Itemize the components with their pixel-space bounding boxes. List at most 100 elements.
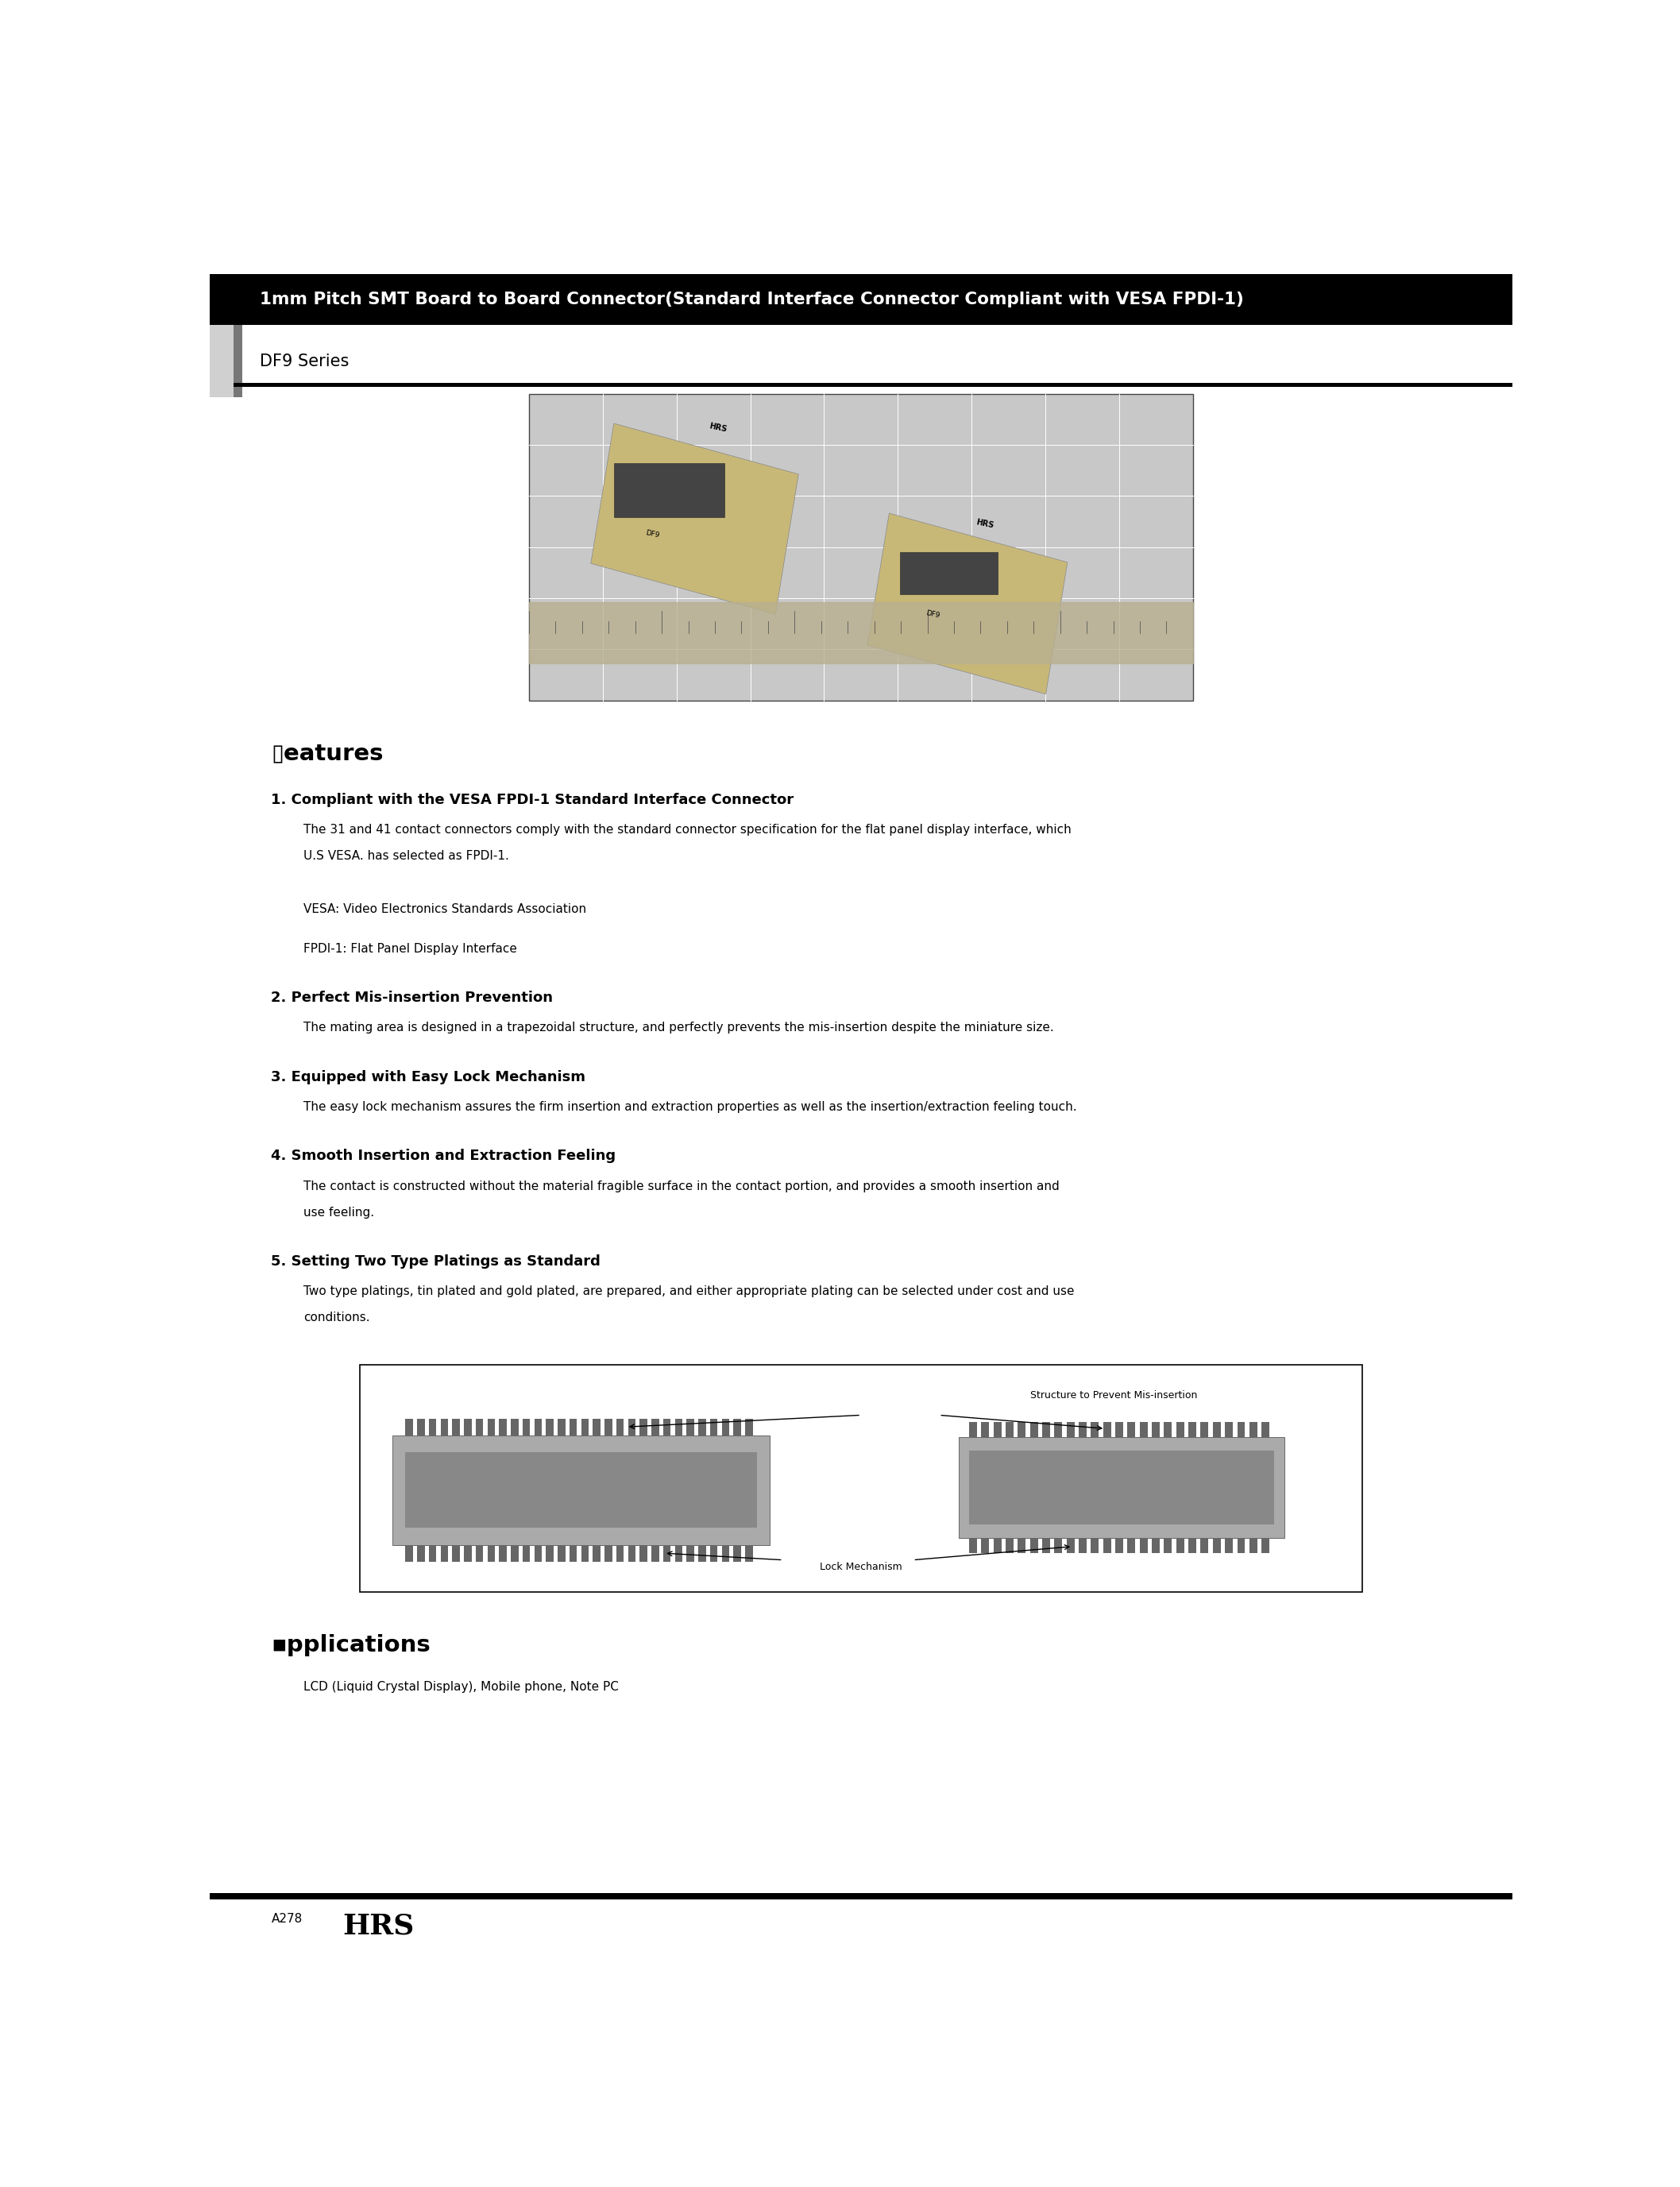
Text: The contact is constructed without the material fragible surface in the contact : The contact is constructed without the m… [304, 1181, 1060, 1192]
Text: Structure to Prevent Mis-insertion: Structure to Prevent Mis-insertion [1030, 1391, 1198, 1400]
Bar [1152, 1537, 1159, 1553]
Bar [440, 1544, 449, 1562]
Bar [210, 273, 1512, 324]
Bar [417, 1419, 425, 1435]
Text: The mating area is designed in a trapezoidal structure, and perfectly prevents t: The mating area is designed in a trapezo… [304, 1021, 1053, 1034]
Bar [210, 273, 242, 398]
Bar [1116, 1537, 1124, 1553]
Bar [464, 1419, 472, 1435]
Bar [1018, 1537, 1026, 1553]
Bar [522, 1419, 531, 1435]
Bar [593, 1544, 600, 1562]
Text: 1. Compliant with the VESA FPDI-1 Standard Interface Connector: 1. Compliant with the VESA FPDI-1 Standa… [270, 794, 795, 807]
Text: ▪pplications: ▪pplications [270, 1634, 430, 1656]
Bar [605, 1544, 612, 1562]
Bar [1104, 1537, 1110, 1553]
Bar [1152, 1422, 1159, 1437]
Bar [1030, 1422, 1038, 1437]
Bar [452, 1419, 460, 1435]
Text: LCD (Liquid Crystal Display), Mobile phone, Note PC: LCD (Liquid Crystal Display), Mobile pho… [304, 1682, 618, 1693]
Bar [534, 1544, 543, 1562]
Bar [210, 324, 234, 398]
Bar [640, 1419, 647, 1435]
Bar [722, 1544, 729, 1562]
Text: conditions.: conditions. [304, 1312, 370, 1323]
Text: DF9 Series: DF9 Series [259, 354, 349, 370]
Bar [1116, 1422, 1124, 1437]
Bar [746, 1544, 753, 1562]
Bar [487, 1419, 496, 1435]
Bar [1127, 1537, 1136, 1553]
Text: 2. Perfect Mis-insertion Prevention: 2. Perfect Mis-insertion Prevention [270, 991, 553, 1006]
Bar [664, 1544, 670, 1562]
Bar [1067, 1537, 1075, 1553]
Bar [511, 1544, 519, 1562]
Text: DF9: DF9 [645, 529, 660, 538]
Bar [617, 1419, 623, 1435]
Bar [511, 1419, 519, 1435]
Bar [687, 1544, 694, 1562]
Bar [591, 424, 798, 615]
Bar [613, 464, 724, 516]
Text: Lock Mechanism: Lock Mechanism [820, 1562, 902, 1572]
Bar [558, 1544, 564, 1562]
Bar [1262, 1422, 1270, 1437]
Bar [1225, 1537, 1233, 1553]
Bar [1090, 1422, 1099, 1437]
Bar [1262, 1537, 1270, 1553]
Text: ▯eatures: ▯eatures [270, 741, 383, 765]
Bar [1104, 1422, 1110, 1437]
Text: The easy lock mechanism assures the firm insertion and extraction properties as : The easy lock mechanism assures the firm… [304, 1100, 1077, 1113]
Bar [969, 1450, 1273, 1524]
Bar [1042, 1537, 1050, 1553]
Bar [969, 1537, 978, 1553]
Text: HRS: HRS [707, 422, 727, 433]
Bar [487, 1544, 496, 1562]
Bar [405, 1544, 413, 1562]
Text: Two type platings, tin plated and gold plated, are prepared, and either appropri: Two type platings, tin plated and gold p… [304, 1286, 1075, 1297]
Bar [628, 1544, 635, 1562]
Bar [1090, 1537, 1099, 1553]
Text: HRS: HRS [974, 518, 995, 529]
Bar [1079, 1537, 1087, 1553]
Bar [499, 1544, 507, 1562]
Bar [687, 1419, 694, 1435]
Bar [417, 1544, 425, 1562]
Bar [1139, 1537, 1147, 1553]
Bar [1164, 1422, 1173, 1437]
Bar [993, 1537, 1001, 1553]
Bar [452, 1544, 460, 1562]
Bar [959, 1437, 1284, 1537]
Bar [699, 1544, 706, 1562]
Text: use feeling.: use feeling. [304, 1207, 375, 1218]
Bar [405, 1452, 756, 1529]
Bar [1201, 1537, 1208, 1553]
Bar [1139, 1422, 1147, 1437]
Bar [405, 1419, 413, 1435]
Bar [1079, 1422, 1087, 1437]
Text: HRS: HRS [343, 1914, 415, 1940]
Bar [1213, 1422, 1221, 1437]
Bar [1006, 1422, 1013, 1437]
Bar [570, 1544, 576, 1562]
Bar [652, 1544, 659, 1562]
Bar [993, 1422, 1001, 1437]
Bar [1188, 1422, 1196, 1437]
Bar [867, 514, 1067, 693]
Bar [1250, 1422, 1257, 1437]
Bar [1127, 1422, 1136, 1437]
Bar [475, 1419, 484, 1435]
Bar [546, 1419, 553, 1435]
Bar [711, 1419, 717, 1435]
Bar [900, 553, 998, 595]
Bar [210, 1894, 1512, 1898]
Bar [1250, 1537, 1257, 1553]
Bar [628, 1419, 635, 1435]
Bar [210, 383, 1512, 387]
Text: The 31 and 41 contact connectors comply with the standard connector specificatio: The 31 and 41 contact connectors comply … [304, 824, 1072, 835]
Text: DF9: DF9 [926, 610, 941, 619]
Bar [522, 1544, 531, 1562]
Bar [464, 1544, 472, 1562]
Bar [981, 1537, 990, 1553]
Bar [581, 1544, 588, 1562]
